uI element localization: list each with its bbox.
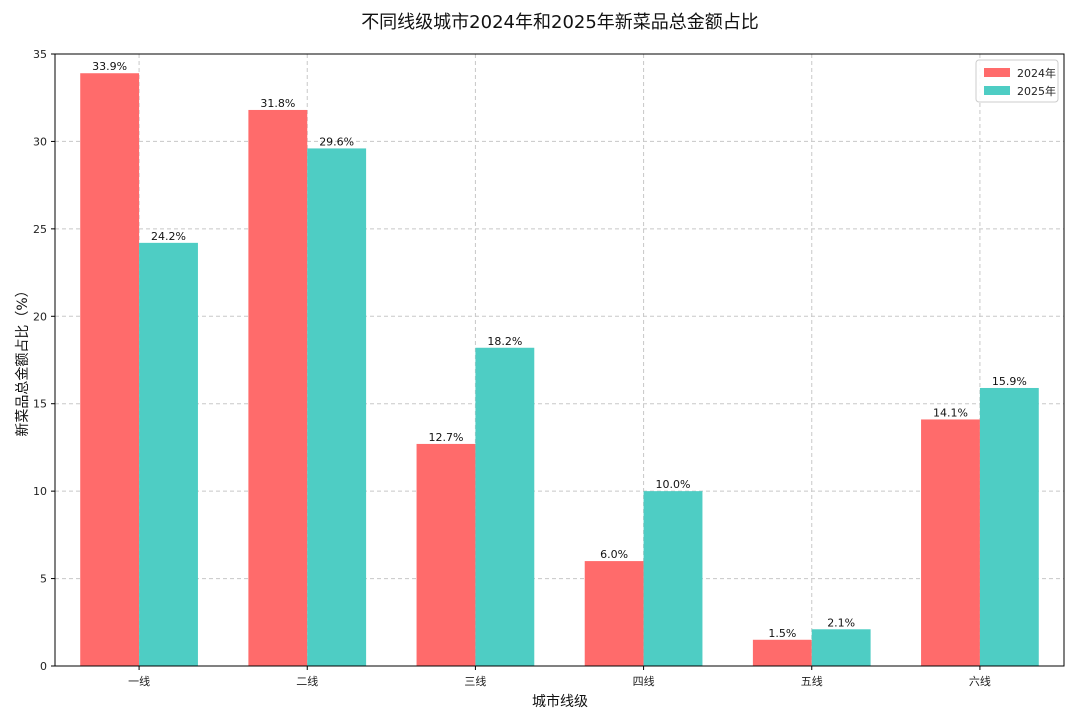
y-tick-label: 30 — [33, 135, 47, 148]
bar-value-label: 33.9% — [92, 60, 127, 73]
bar-value-label: 29.6% — [319, 135, 354, 148]
bar-value-label: 18.2% — [487, 335, 522, 348]
y-axis: 0 5 10 15 20 25 30 35 — [33, 48, 55, 673]
y-tick-label: 15 — [33, 398, 47, 411]
bar-value-label: 14.1% — [933, 406, 968, 419]
legend-label: 2025年 — [1017, 84, 1056, 98]
x-tick-label: 六线 — [969, 674, 991, 688]
bar-value-label: 15.9% — [992, 375, 1027, 388]
legend-swatch — [984, 86, 1010, 95]
chart-title: 不同线级城市2024年和2025年新菜品总金额占比 — [361, 12, 759, 33]
grid-lines — [55, 53, 1064, 666]
bar-2024 — [248, 109, 308, 666]
y-tick-label: 10 — [33, 485, 47, 498]
bars — [80, 73, 1039, 667]
bar-2025 — [643, 491, 703, 666]
bar-value-label: 24.2% — [151, 230, 186, 243]
bar-value-label: 12.7% — [429, 431, 464, 444]
bar-value-label: 2.1% — [827, 616, 855, 629]
legend-label: 2024年 — [1017, 66, 1056, 80]
bar-2025 — [475, 347, 535, 666]
bar-2025 — [139, 242, 198, 667]
legend-swatch — [984, 68, 1010, 77]
bar-2025 — [811, 629, 871, 666]
bar-value-label: 10.0% — [656, 478, 691, 491]
x-tick-label: 二线 — [296, 674, 318, 688]
x-tick-label: 三线 — [464, 674, 486, 688]
bar-2024 — [80, 73, 140, 667]
y-tick-label: 0 — [40, 660, 47, 673]
bar-2024 — [752, 639, 812, 666]
x-tick-label: 四线 — [633, 674, 655, 688]
bar-2024 — [921, 419, 980, 666]
bar-value-label: 1.5% — [768, 627, 796, 640]
bar-2025 — [979, 387, 1039, 666]
y-tick-label: 35 — [33, 48, 47, 61]
x-tick-label: 一线 — [128, 674, 150, 688]
y-tick-label: 20 — [33, 310, 47, 323]
bar-value-label: 6.0% — [600, 548, 628, 561]
y-axis-label: 新菜品总金额占比（%） — [15, 283, 31, 436]
data-labels: 33.9% 24.2% 31.8% 29.6% 12.7% 18.2% 6.0% 10.0% 1… — [92, 60, 1027, 640]
x-axis: 一线 二线 三线 四线 五线 六线 — [128, 666, 991, 688]
bar-2025 — [307, 148, 367, 666]
x-axis-label: 城市线级 — [532, 693, 588, 710]
y-tick-label: 25 — [33, 223, 47, 236]
x-tick-label: 五线 — [801, 674, 823, 688]
y-tick-label: 5 — [40, 573, 47, 586]
bar-2024 — [416, 443, 476, 666]
legend: 2024年 2025年 — [975, 59, 1059, 103]
bar-2024 — [584, 561, 644, 666]
bar-value-label: 31.8% — [260, 97, 295, 110]
plot-frame — [54, 53, 1065, 667]
